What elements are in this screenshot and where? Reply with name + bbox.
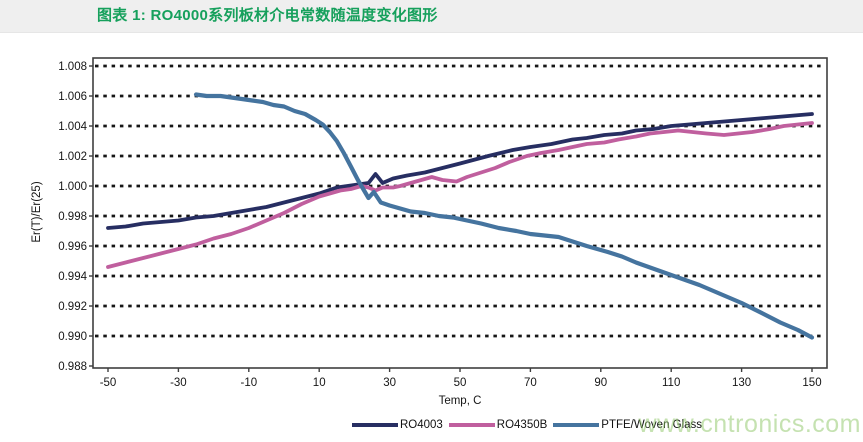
y-tick-label: 0.992: [58, 301, 87, 313]
x-tick-label: -50: [100, 377, 117, 389]
legend-item-ro4003: RO4003: [351, 419, 443, 431]
legend-item-ptfe-woven-glass: PTFE/Woven Glass: [553, 419, 702, 431]
x-tick-label: 90: [594, 377, 607, 389]
legend-label: PTFE/Woven Glass: [601, 419, 703, 431]
x-tick-label: 130: [732, 377, 751, 389]
legend-swatch: [448, 423, 495, 427]
y-tick-label: 1.004: [58, 121, 87, 133]
x-tick-label: 110: [662, 377, 680, 389]
legend-label: RO4350B: [496, 419, 548, 431]
figure-caption: 图表 1: RO4000系列板材介电常数随温度变化图形: [97, 7, 438, 24]
chart-legend: RO4003 RO4350B PTFE/Woven Glass: [160, 416, 863, 434]
x-axis-title: Temp, C: [438, 395, 482, 407]
x-tick-label: -30: [170, 377, 187, 389]
x-tick-label: 150: [802, 377, 821, 389]
y-tick-label: 0.990: [58, 331, 87, 343]
x-tick-label: 30: [383, 377, 396, 389]
y-tick-label: 1.002: [58, 151, 87, 163]
y-tick-label: 1.000: [58, 181, 87, 193]
legend-swatch: [351, 423, 398, 427]
y-tick-label: 1.008: [58, 61, 87, 73]
legend-swatch: [553, 423, 600, 427]
watermark-text: www.cntronics.com: [638, 410, 861, 438]
series-line-ptfe-woven-glass: [193, 92, 815, 340]
x-tick-label: -10: [240, 377, 257, 389]
legend-item-ro4350b: RO4350B: [448, 419, 548, 431]
legend-label: RO4003: [399, 419, 443, 431]
series-line-ro4350b: [106, 121, 814, 269]
x-tick-label: 50: [454, 377, 467, 389]
figure-caption-band: [0, 0, 863, 33]
series-line-ro4003: [106, 112, 814, 230]
y-axis-title: Er(T)/Er(25): [31, 181, 43, 243]
x-tick-label: 10: [313, 377, 326, 389]
y-tick-label: 0.988: [58, 361, 87, 373]
y-tick-label: 0.994: [58, 271, 87, 283]
x-tick-label: 70: [524, 377, 537, 389]
plot-frame: [92, 57, 828, 369]
y-tick-label: 0.996: [58, 241, 87, 253]
y-tick-label: 0.998: [58, 211, 87, 223]
y-tick-label: 1.006: [58, 91, 87, 103]
